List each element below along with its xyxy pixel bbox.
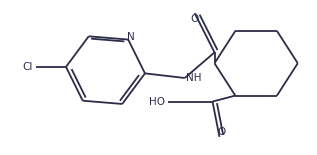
Text: O: O [191, 14, 199, 24]
Text: NH: NH [186, 73, 202, 83]
Text: N: N [127, 32, 135, 42]
Text: O: O [217, 127, 225, 137]
Text: Cl: Cl [22, 62, 32, 72]
Text: HO: HO [149, 97, 165, 106]
